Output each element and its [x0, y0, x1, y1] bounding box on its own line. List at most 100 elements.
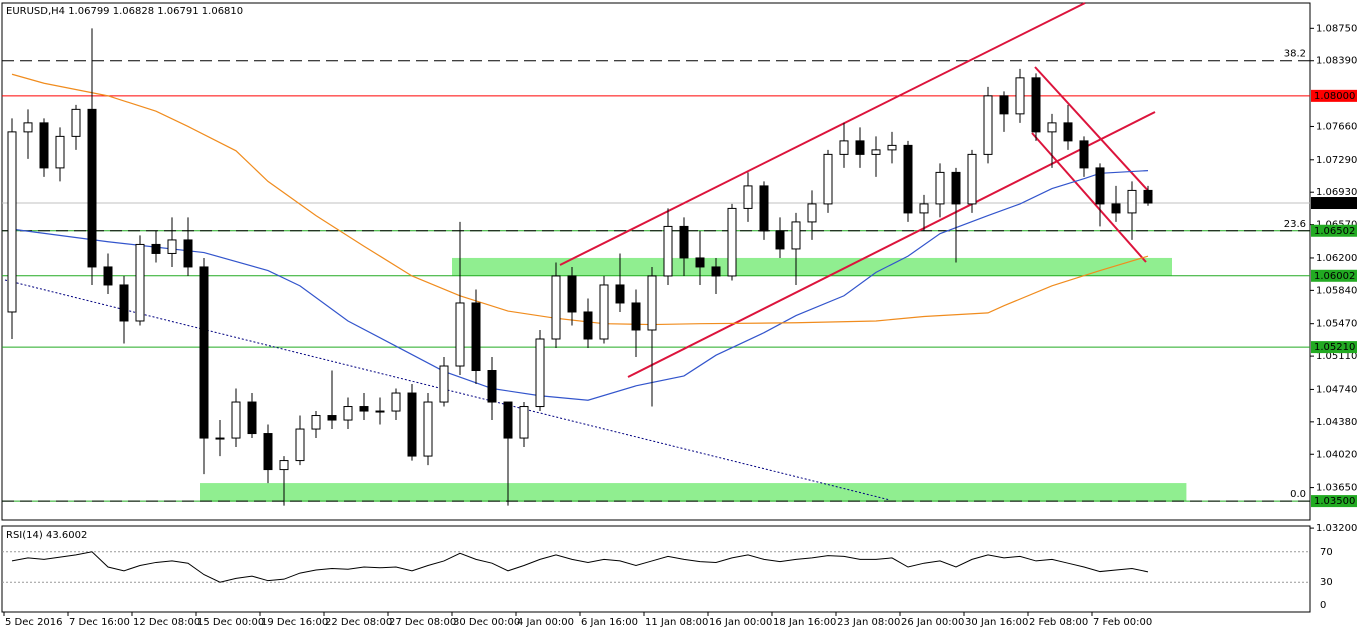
- y-tick-label: 1.05110: [1316, 351, 1357, 362]
- candle-body: [647, 275, 657, 331]
- channel-line: [559, 2, 1086, 266]
- price-level-label: 1.03500: [1314, 496, 1355, 507]
- y-tick-label: 1.03650: [1316, 483, 1357, 494]
- x-tick-label: 6 Jan 16:00: [581, 617, 638, 628]
- candle-body: [567, 275, 577, 313]
- fib-level-label: 23.6: [1284, 219, 1306, 230]
- y-tick-label: 1.05470: [1316, 319, 1357, 330]
- y-tick-label: 1.06200: [1316, 253, 1357, 264]
- candle-body: [1047, 122, 1057, 133]
- rsi-title: RSI(14) 43.6002: [6, 530, 87, 541]
- price-level-label: 1.06002: [1314, 271, 1355, 282]
- candle-body: [311, 415, 321, 430]
- candle-body: [199, 266, 209, 439]
- candle-body: [855, 140, 865, 155]
- candle-body: [455, 302, 465, 367]
- candle-body: [551, 275, 561, 340]
- candle-body: [71, 108, 81, 137]
- candle-body: [119, 284, 129, 322]
- candle-body: [743, 185, 753, 209]
- candle-body: [791, 221, 801, 250]
- candle-body: [839, 140, 849, 155]
- channel-line: [627, 111, 1156, 378]
- candle-body: [887, 144, 897, 151]
- moving-average: [11, 73, 1149, 326]
- x-tick-label: 4 Jan 00:00: [517, 617, 574, 628]
- candle-body: [807, 203, 817, 223]
- price-level-label: 1.05210: [1314, 342, 1355, 353]
- candle-body: [1095, 167, 1105, 205]
- candle-body: [935, 171, 945, 205]
- x-tick-label: 16 Jan 00:00: [709, 617, 772, 628]
- candle-body: [23, 122, 33, 133]
- candle-body: [1127, 189, 1137, 214]
- candle-body: [263, 433, 273, 471]
- candle-body: [631, 302, 641, 331]
- x-tick-label: 7 Dec 16:00: [69, 617, 130, 628]
- candle-body: [679, 225, 689, 259]
- last-price-label: 1.06810: [1314, 198, 1355, 209]
- support-zone: [200, 483, 1187, 502]
- y-tick-label: 0: [1320, 600, 1326, 611]
- candle-body: [951, 171, 961, 205]
- candle-body: [615, 284, 625, 304]
- candle-body: [519, 406, 529, 439]
- candle-body: [471, 302, 481, 372]
- candle-body: [87, 108, 97, 268]
- x-tick-label: 19 Dec 16:00: [261, 617, 328, 628]
- candle-body: [407, 392, 417, 457]
- x-tick-label: 15 Dec 00:00: [197, 617, 264, 628]
- x-tick-label: 27 Dec 08:00: [389, 617, 456, 628]
- y-tick-label: 1.04380: [1316, 417, 1357, 428]
- candle-body: [279, 460, 289, 471]
- trend-lines: [4, 2, 1156, 501]
- moving-average: [11, 169, 1149, 401]
- candle-body: [775, 230, 785, 250]
- y-tick-label: 1.06930: [1316, 187, 1357, 198]
- candle-body: [167, 239, 177, 254]
- candle-body: [7, 131, 17, 313]
- y-tick-label: 1.07660: [1316, 121, 1357, 132]
- x-tick-label: 23 Jan 08:00: [837, 617, 900, 628]
- rsi-line: [11, 551, 1149, 583]
- x-tick-label: 18 Jan 16:00: [773, 617, 836, 628]
- candle-body: [39, 122, 49, 169]
- candle-body: [695, 257, 705, 268]
- candle-body: [535, 338, 545, 408]
- x-tick-label: 26 Jan 00:00: [901, 617, 964, 628]
- y-tick-label: 1.03200: [1316, 523, 1357, 534]
- candle-body: [215, 437, 225, 440]
- support-zone: [452, 257, 1172, 276]
- candle-body: [295, 428, 305, 462]
- x-tick-label: 12 Dec 08:00: [133, 617, 200, 628]
- x-tick-label: 2 Feb 08:00: [1029, 617, 1088, 628]
- fib-level-label: 0.0: [1290, 489, 1306, 500]
- candle-body: [487, 370, 497, 403]
- candle-body: [151, 243, 161, 254]
- y-tick-label: 1.07290: [1316, 155, 1357, 166]
- candle-body: [663, 225, 673, 277]
- candle-body: [983, 95, 993, 155]
- price-level-box: [1311, 269, 1357, 282]
- x-tick-label: 30 Jan 16:00: [965, 617, 1028, 628]
- candle-body: [231, 401, 241, 439]
- candle-body: [711, 266, 721, 277]
- candle-body: [1031, 77, 1041, 133]
- candle-body: [135, 243, 145, 322]
- y-tick-label: 1.04020: [1316, 449, 1357, 460]
- candle-body: [759, 185, 769, 232]
- y-tick-label: 1.08750: [1316, 23, 1357, 34]
- chart-title: EURUSD,H4 1.06799 1.06828 1.06791 1.0681…: [6, 6, 243, 17]
- candle-body: [327, 415, 337, 421]
- price-level-label: 1.06502: [1314, 226, 1355, 237]
- y-tick-label: 1.04740: [1316, 384, 1357, 395]
- candle-body: [871, 149, 881, 155]
- candle-body: [1063, 122, 1073, 142]
- candle-body: [423, 401, 433, 457]
- candle-body: [727, 207, 737, 277]
- x-tick-label: 11 Jan 08:00: [645, 617, 708, 628]
- candle-body: [1111, 203, 1121, 214]
- price-level-label: 1.08000: [1314, 91, 1355, 102]
- candle-body: [55, 135, 65, 169]
